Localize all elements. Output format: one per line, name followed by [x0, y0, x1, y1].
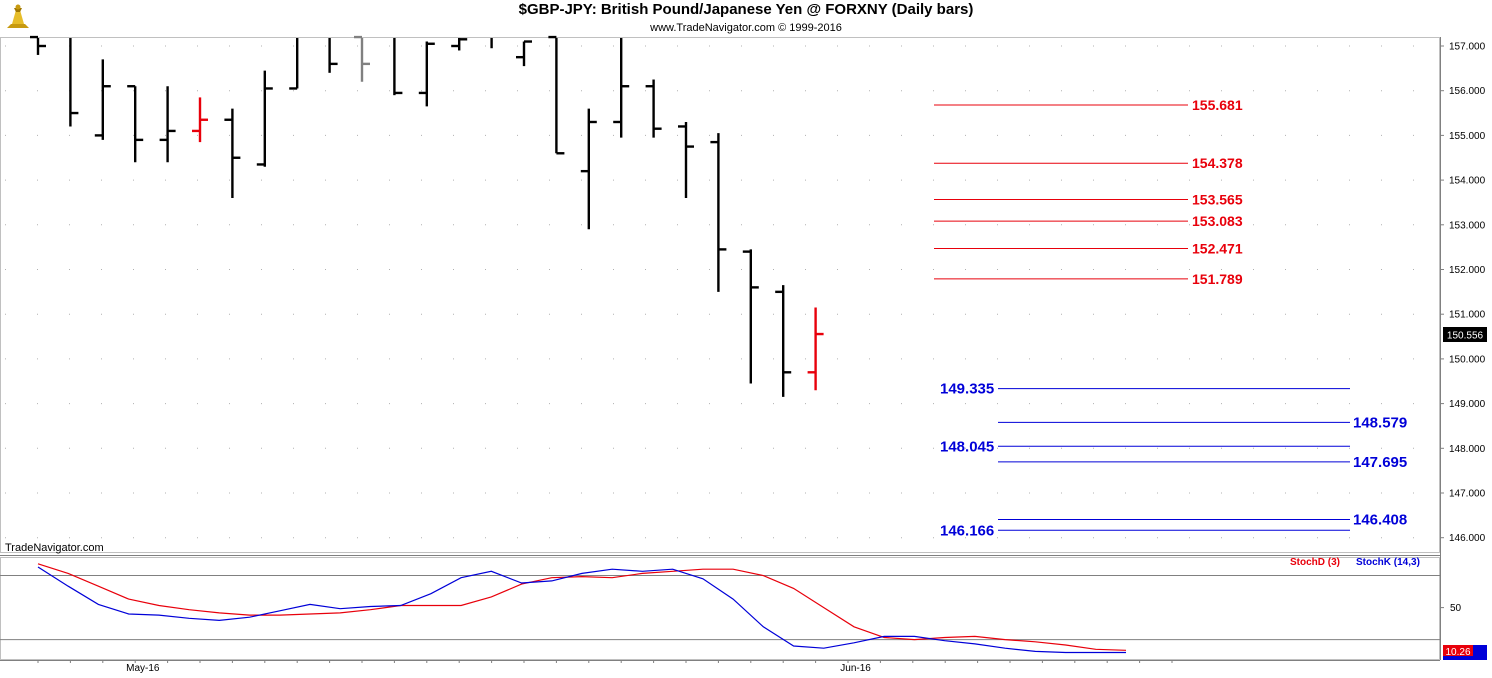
support-label: 147.695: [1353, 454, 1407, 471]
price-tick-label: 151.000: [1449, 310, 1486, 321]
resistance-level: 153.565: [934, 192, 1243, 208]
price-tick-label: 149.000: [1449, 399, 1486, 410]
support-level: 149.335: [940, 381, 1350, 398]
ohlc-bar: [127, 85, 144, 163]
price-tick-label: 155.000: [1449, 131, 1486, 142]
price-tick-label: 157.000: [1449, 42, 1486, 53]
last-price-marker: 150.556: [1443, 327, 1487, 342]
ohlc-bar: [710, 133, 727, 292]
price-tick-label: 150.000: [1449, 354, 1486, 365]
ohlc-bar: [94, 59, 111, 140]
resistance-label: 154.378: [1192, 155, 1243, 171]
ohlc-bar: [678, 121, 694, 198]
support-label: 148.045: [940, 438, 994, 455]
price-tick-label: 156.000: [1449, 86, 1486, 97]
price-tick-label: 153.000: [1449, 220, 1486, 231]
resistance-level: 155.681: [934, 97, 1243, 113]
watermark: TradeNavigator.com: [5, 542, 104, 554]
stoch-last-marker: 10.26: [1443, 645, 1487, 660]
ohlc-bar: [613, 38, 630, 138]
price-tick-label: 154.000: [1449, 176, 1486, 187]
last-price-label: 150.556: [1447, 331, 1484, 342]
price-axis: 157.000 156.000 155.000 154.000 153.000 152.0…: [1440, 42, 1486, 544]
legend-stochd: StochD (3): [1290, 557, 1340, 568]
price-tick-label: 147.000: [1449, 489, 1486, 500]
ohlc-bar: [548, 35, 565, 155]
resistance-level: 152.471: [934, 240, 1243, 256]
support-label: 146.408: [1353, 511, 1407, 528]
chart-subtitle: www.TradeNavigator.com © 1999-2016: [650, 22, 842, 34]
ohlc-bar: [159, 86, 176, 163]
ohlc-bar: [30, 35, 46, 55]
support-level: 148.579: [998, 414, 1407, 431]
ohlc-bar: [328, 38, 338, 73]
ohlc-bar: [69, 38, 79, 127]
chart-title: $GBP-JPY: British Pound/Japanese Yen @ F…: [518, 1, 974, 18]
price-tick-label: 146.000: [1449, 533, 1486, 544]
time-tick-label: May-16: [126, 663, 160, 674]
indicator-panel-frame: [0, 557, 1440, 660]
ohlc-bar: [775, 285, 792, 397]
time-axis: May-16 Jun-16: [37, 660, 1173, 674]
support-label: 149.335: [940, 381, 994, 398]
support-label: 146.166: [940, 522, 994, 539]
resistance-label: 153.565: [1192, 192, 1243, 208]
ohlc-bar: [393, 38, 403, 96]
ohlc-bar: [580, 108, 597, 230]
ohlc-bar: [418, 41, 435, 107]
stochastic-panel: 50: [0, 563, 1462, 654]
ohlc-bar: [516, 40, 532, 67]
indicator-tick-label: 50: [1450, 603, 1462, 614]
support-level: 148.045: [940, 438, 1350, 455]
price-bars: [30, 35, 824, 397]
ohlc-bar: [289, 38, 299, 90]
resistance-level: 151.789: [934, 271, 1243, 287]
ohlc-bar: [645, 79, 662, 138]
grid: [5, 45, 1435, 539]
support-level: 146.408: [998, 511, 1407, 528]
support-label: 148.579: [1353, 414, 1407, 431]
ohlc-bar: [192, 97, 208, 143]
ohlc-bar: [451, 38, 468, 51]
price-tick-label: 148.000: [1449, 444, 1486, 455]
stochd-line: [37, 563, 1127, 651]
resistance-level: 153.083: [934, 213, 1243, 229]
resistance-label: 152.471: [1192, 240, 1243, 256]
indicator-legend: StochD (3) StochK (14,3): [1290, 557, 1420, 568]
support-level: 146.166: [940, 522, 1350, 539]
ohlc-bar: [807, 307, 824, 391]
price-panel-frame: [0, 37, 1440, 553]
stoch-last-label: 10.26: [1445, 647, 1470, 658]
ohlc-bar: [224, 108, 241, 198]
ohlc-bar: [354, 35, 370, 82]
ohlc-bar: [256, 70, 273, 167]
resistance-level: 154.378: [934, 155, 1243, 171]
legend-stochk: StochK (14,3): [1356, 557, 1420, 568]
ohlc-bar: [742, 249, 759, 384]
resistance-label: 155.681: [1192, 97, 1243, 113]
resistance-label: 151.789: [1192, 271, 1243, 287]
stochk-line: [37, 566, 1126, 654]
tradenavigator-logo-icon: [3, 2, 33, 32]
support-level: 147.695: [998, 454, 1407, 471]
time-tick-label: Jun-16: [840, 663, 871, 674]
resistance-label: 153.083: [1192, 213, 1243, 229]
level-lines: 155.681 154.378 153.565 153.083 152.471 151.7…: [934, 97, 1407, 539]
price-tick-label: 152.000: [1449, 265, 1486, 276]
